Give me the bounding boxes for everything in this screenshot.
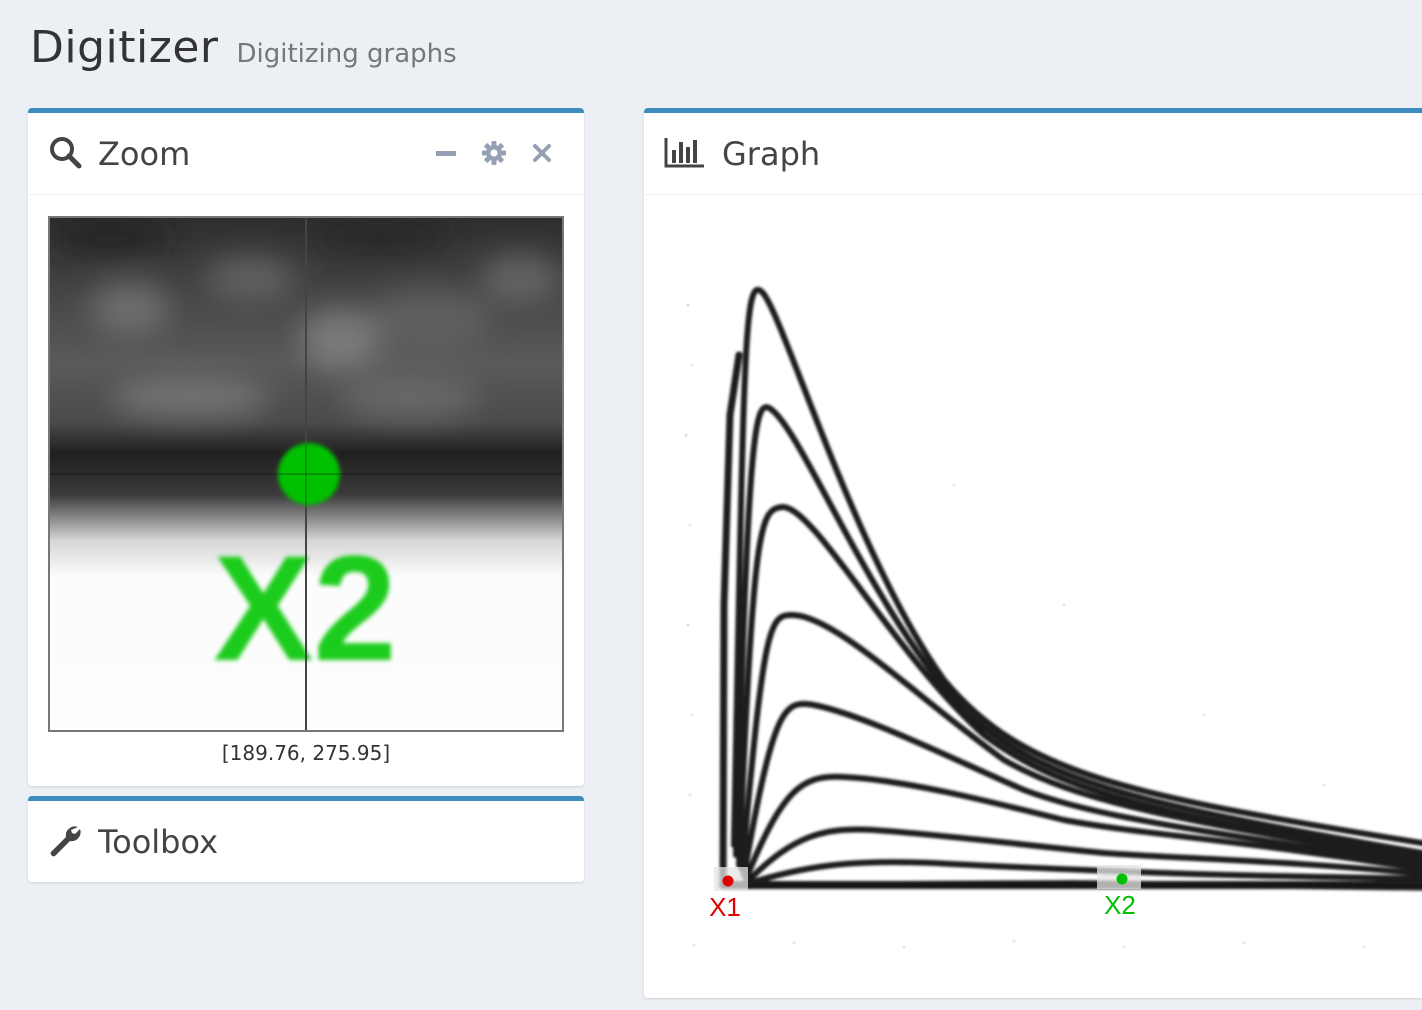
zoom-coordinates: [189.76, 275.95]	[221, 741, 391, 765]
graph-canvas[interactable]: X1 X2	[644, 195, 1422, 995]
graph-panel-title: Graph	[722, 134, 821, 173]
graph-marker-x2-point	[1116, 873, 1128, 885]
zoom-panel: Zoom	[28, 108, 584, 786]
page-title: Digitizer	[30, 22, 219, 73]
toolbox-panel-title: Toolbox	[98, 822, 218, 861]
close-icon[interactable]	[526, 137, 558, 169]
wrench-icon	[48, 823, 82, 861]
minus-icon[interactable]	[430, 137, 462, 169]
zoom-panel-tools	[430, 137, 558, 169]
page-header: Digitizer Digitizing graphs	[30, 22, 457, 73]
zoom-panel-header: Zoom	[28, 113, 584, 195]
graph-marker-x2-label: X2	[1104, 890, 1136, 920]
zoom-view[interactable]: X2	[48, 216, 564, 732]
search-icon	[48, 135, 82, 173]
graph-panel-header: Graph	[644, 113, 1422, 195]
graph-marker-x1[interactable]: X1	[709, 867, 748, 922]
graph-marker-x2[interactable]: X2	[1097, 865, 1141, 920]
toolbox-panel: Toolbox	[28, 796, 584, 882]
toolbox-panel-header[interactable]: Toolbox	[28, 801, 584, 882]
zoom-panel-title: Zoom	[98, 134, 191, 173]
page-subtitle: Digitizing graphs	[236, 39, 457, 69]
bar-chart-icon	[664, 136, 706, 172]
graph-marker-x1-label: X1	[709, 892, 741, 922]
gear-icon[interactable]	[478, 137, 510, 169]
graph-panel: Graph	[644, 108, 1422, 998]
graph-marker-x1-point	[722, 875, 734, 887]
